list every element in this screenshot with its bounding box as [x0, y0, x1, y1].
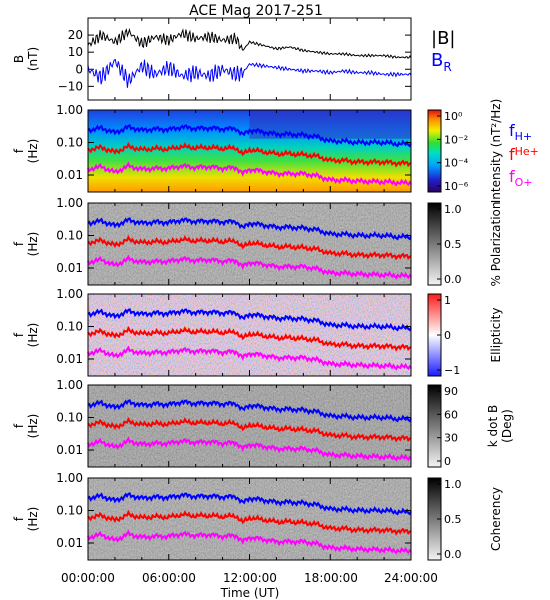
- x-tick-label: 06:00:00: [142, 571, 196, 585]
- gyrofrequency-line-O: [87, 161, 412, 187]
- gyrofrequency-line-O: [87, 529, 412, 555]
- gyrofrequency-line-He: [87, 416, 412, 443]
- colorbar-tick-label: 1.0: [444, 203, 462, 216]
- x-tick-label: 18:00:00: [304, 571, 358, 585]
- colorbar-tick-label: 60: [444, 408, 458, 421]
- gyrofrequency-line-H: [87, 492, 412, 516]
- plot-area: [88, 18, 411, 100]
- y-axis-label: (Hz): [26, 232, 40, 257]
- legend-subscript: R: [443, 60, 451, 74]
- legend-subscript: He+: [515, 145, 539, 158]
- legend-subscript: H+: [515, 130, 533, 143]
- y-axis-label: (Hz): [26, 414, 40, 439]
- y-tick-label: 20: [68, 28, 83, 42]
- colorbar-tick-label: 1: [444, 294, 451, 307]
- y-tick-label: 0.10: [56, 136, 83, 150]
- gyrofrequency-line-He: [87, 325, 412, 352]
- gyrofrequency-line-H: [87, 217, 412, 241]
- y-tick-label: 0.10: [56, 411, 83, 425]
- colorbar-tick-label: −1: [444, 364, 460, 377]
- y-axis-label: B: [12, 55, 26, 63]
- gyrofrequency-line-H: [87, 308, 412, 332]
- colorbar-tick-label: 0.0: [444, 548, 462, 561]
- colorbar-tick-label: 10⁻⁶: [444, 180, 469, 193]
- series-B-total: [87, 27, 412, 60]
- y-tick-label: 0.01: [56, 536, 83, 550]
- y-axis-label: f: [12, 332, 26, 337]
- y-axis-label: (Hz): [26, 323, 40, 348]
- colorbar-label: % Polarization: [489, 202, 503, 287]
- colorbar-label: Coherency: [489, 487, 503, 551]
- gyrofrequency-line-He: [87, 509, 412, 536]
- y-tick-label: 1.00: [56, 196, 83, 210]
- y-tick-label: 0: [75, 62, 83, 76]
- gyrofrequency-line-H: [87, 124, 412, 148]
- colorbar-tick-label: 0.5: [444, 238, 462, 251]
- y-tick-label: 0.01: [56, 168, 83, 182]
- y-tick-label: 1.00: [56, 287, 83, 301]
- x-tick-label: 24:00:00: [384, 571, 438, 585]
- x-axis-label: Time (UT): [220, 586, 280, 600]
- y-axis-label: f: [12, 148, 26, 153]
- y-tick-label: 1.00: [56, 378, 83, 392]
- y-axis-label: f: [12, 423, 26, 428]
- x-axis: 00:00:00 06:00:00 12:00:00 18:00:00 24:0…: [61, 571, 438, 600]
- colorbar-label: (Deg): [500, 409, 514, 443]
- colorbar-tick-label: 0.0: [444, 273, 462, 286]
- colorbar-label: Ellipticity: [489, 308, 503, 363]
- chart-title: ACE Mag 2017-251: [189, 3, 323, 19]
- y-tick-label: 10: [68, 45, 83, 59]
- y-tick-label: 0.10: [56, 504, 83, 518]
- legend-B-total: |B|: [431, 28, 455, 49]
- y-tick-label: 0.01: [56, 261, 83, 275]
- y-tick-label: 0.10: [56, 229, 83, 243]
- legend-B-R: BR: [431, 50, 452, 74]
- colorbar-tick-label: 1.0: [444, 478, 462, 491]
- legend-f-O: fO+: [509, 167, 533, 189]
- y-tick-label: 0.01: [56, 352, 83, 366]
- y-axis-label: (nT): [26, 47, 40, 71]
- colorbar-tick-label: 10⁻²: [444, 133, 468, 146]
- x-tick-label: 00:00:00: [61, 571, 115, 585]
- legend-f-H: fH+: [509, 121, 532, 143]
- gyrofrequency-line-He: [87, 234, 412, 261]
- y-axis-label: (Hz): [26, 139, 40, 164]
- gyrofrequency-line-O: [87, 436, 412, 462]
- gyrofrequency-line-He: [87, 141, 412, 168]
- y-tick-label: 0.10: [56, 320, 83, 334]
- y-tick-label: 0.01: [56, 443, 83, 457]
- colorbar-label: Intensity (nT²/Hz): [489, 99, 503, 204]
- series-B-R: [87, 58, 412, 88]
- y-axis-label: f: [12, 241, 26, 246]
- x-tick-label: 12:00:00: [223, 571, 277, 585]
- colorbar-label: k dot B: [486, 405, 500, 447]
- colorbar-tick-label: 10⁰: [444, 110, 463, 123]
- gyrofrequency-line-O: [87, 254, 412, 280]
- colorbar-tick-label: 10⁻⁴: [444, 157, 469, 170]
- colorbar: [427, 109, 442, 193]
- colorbar-tick-label: 30: [444, 432, 458, 445]
- y-tick-label: −10: [58, 79, 83, 93]
- y-tick-label: 1.00: [56, 103, 83, 117]
- y-tick-label: 1.00: [56, 471, 83, 485]
- colorbar-tick-label: 0: [444, 455, 451, 468]
- gyrofrequency-line-H: [87, 399, 412, 423]
- gyrofrequency-line-O: [87, 345, 412, 371]
- legend-subscript: O+: [515, 176, 533, 189]
- y-axis-label: (Hz): [26, 507, 40, 532]
- colorbar-tick-label: 90: [444, 385, 458, 398]
- colorbar-tick-label: 0: [444, 329, 451, 342]
- y-axis-label: f: [12, 516, 26, 521]
- colorbar-tick-label: 0.5: [444, 513, 462, 526]
- colorbar: [427, 384, 442, 468]
- legend-f-He: fHe+: [509, 145, 539, 164]
